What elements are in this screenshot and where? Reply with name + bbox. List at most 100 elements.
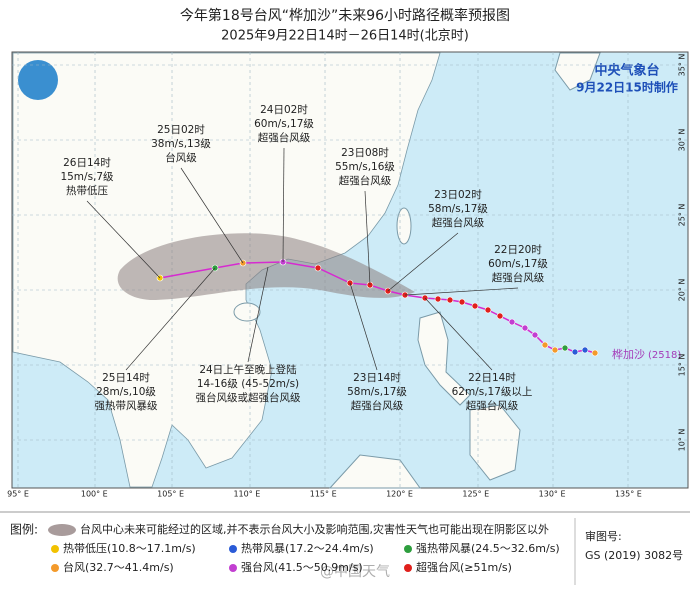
forecast-label: 38m/s,13级 <box>151 138 211 150</box>
agency-name: 中央气象台 <box>594 63 659 79</box>
leader-line <box>424 297 493 371</box>
track-point <box>434 295 442 303</box>
latitude-label: 10° N <box>678 429 687 452</box>
track-point <box>521 324 529 332</box>
leader-line <box>86 200 161 279</box>
legend-dot <box>229 564 237 572</box>
track-point <box>458 298 466 306</box>
philippines-south <box>469 404 521 481</box>
forecast-label: 台风级 <box>165 151 197 164</box>
leader-line <box>125 267 216 371</box>
legend-title: 图例: <box>10 523 38 537</box>
legend-cone-icon <box>48 524 76 536</box>
agency-issued: 9月22日15时制作 <box>576 80 678 95</box>
forecast-label: 15m/s,7级 <box>60 171 114 183</box>
forecast-label: 热带低压 <box>66 184 108 197</box>
legend-item: 热带低压(10.8～17.1m/s) <box>63 542 196 555</box>
track-point <box>508 318 516 326</box>
forecast-label: 14-16级 (45-52m/s) <box>197 378 299 390</box>
longitude-label: 110° E <box>233 490 260 499</box>
legend-dot <box>229 545 237 553</box>
taiwan <box>396 207 412 245</box>
cma-logo <box>18 60 58 100</box>
forecast-label: 超强台风级 <box>351 399 404 412</box>
leader-line <box>387 232 459 292</box>
legend-item: 热带风暴(17.2～24.4m/s) <box>241 542 374 555</box>
legend-dot <box>51 564 59 572</box>
track-point <box>541 341 549 349</box>
legend-item: 台风(32.7～41.4m/s) <box>63 560 174 574</box>
forecast-label: 强热带风暴级 <box>95 399 158 412</box>
typhoon-code: (2518) <box>648 350 681 361</box>
track-point <box>471 302 479 310</box>
forecast-label: 超强台风级 <box>432 216 485 229</box>
typhoon-name: 桦加沙 <box>612 347 645 361</box>
longitude-label: 130° E <box>539 490 566 499</box>
forecast-label: 超强台风级 <box>466 399 519 412</box>
forecast-label: 58m/s,17级 <box>428 203 488 215</box>
forecast-label: 60m/s,17级 <box>254 118 314 130</box>
latitude-label: 15° N <box>678 354 687 377</box>
legend-item: 强热带风暴(24.5～32.6m/s) <box>416 542 560 555</box>
forecast-label: 62m/s,17级以上 <box>452 386 533 398</box>
forecast-label: 26日14时 <box>63 157 111 169</box>
forecast-label: 超强台风级 <box>258 131 311 144</box>
forecast-label: 58m/s,17级 <box>347 386 407 398</box>
forecast-label: 23日14时 <box>353 372 401 384</box>
forecast-label: 超强台风级 <box>339 174 392 187</box>
track-point <box>446 296 454 304</box>
legend-dot <box>404 564 412 572</box>
track-point <box>561 344 569 352</box>
forecast-label: 24日02时 <box>260 104 308 116</box>
review-number: GS (2019) 3082号 <box>585 549 683 562</box>
leader-line <box>404 287 519 296</box>
legend-item: 强台风(41.5～50.9m/s) <box>241 560 363 574</box>
longitude-label: 125° E <box>462 490 489 499</box>
longitude-label: 100° E <box>81 490 108 499</box>
legend-item: 超强台风(≥51m/s) <box>416 560 512 574</box>
leader-line <box>282 147 285 263</box>
forecast-label: 25日14时 <box>102 372 150 384</box>
legend-dot <box>51 545 59 553</box>
track-point <box>571 348 579 356</box>
legend-cone: 台风中心未来可能经过的区域,并不表示台风大小及影响范围,灾害性天气也可能出现在阴… <box>80 522 549 536</box>
track-point <box>314 264 322 272</box>
title: 今年第18号台风“桦加沙”未来96小时路径概率预报图 <box>180 7 510 24</box>
track-point <box>531 331 539 339</box>
track-point <box>581 346 589 354</box>
leader-line <box>364 190 371 286</box>
forecast-label: 23日08时 <box>341 147 389 159</box>
longitude-label: 115° E <box>310 490 337 499</box>
longitude-label: 95° E <box>7 490 29 499</box>
hainan <box>233 302 261 322</box>
subtitle: 2025年9月22日14时－26日14时(北京时) <box>221 29 469 44</box>
track-point <box>496 312 504 320</box>
latitude-label: 35° N <box>678 54 687 77</box>
forecast-label: 超强台风级 <box>492 271 545 284</box>
forecast-label: 25日02时 <box>157 124 205 136</box>
leader-line <box>247 266 269 363</box>
forecast-label: 23日02时 <box>434 189 482 201</box>
watermark: @中国天气 <box>320 564 390 580</box>
latitude-label: 20° N <box>678 279 687 302</box>
latitude-label: 30° N <box>678 129 687 152</box>
leader-line <box>349 282 378 371</box>
luzon <box>417 311 471 406</box>
leader-line <box>180 167 244 264</box>
legend-dot <box>404 545 412 553</box>
track-point <box>591 349 599 357</box>
korea-japan <box>554 52 601 91</box>
forecast-label: 60m/s,17级 <box>488 258 548 270</box>
track-point <box>484 306 492 314</box>
track-point <box>551 346 559 354</box>
forecast-label: 强台风级或超强台风级 <box>196 391 301 404</box>
longitude-label: 105° E <box>157 490 184 499</box>
longitude-label: 135° E <box>615 490 642 499</box>
forecast-label: 28m/s,10级 <box>96 386 156 398</box>
forecast-label: 55m/s,16级 <box>335 161 395 173</box>
longitude-label: 120° E <box>386 490 413 499</box>
forecast-label: 22日14时 <box>468 372 516 384</box>
probability-cone <box>117 233 415 300</box>
forecast-label: 22日20时 <box>494 244 542 256</box>
